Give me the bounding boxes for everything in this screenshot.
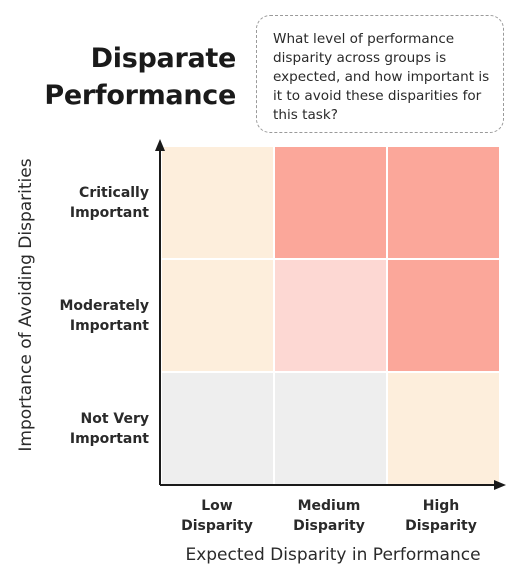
cell-not-very-important-low-disparity	[160, 371, 275, 486]
cell-critically-important-low-disparity	[160, 145, 275, 260]
row-label-critically-important: Critically Important	[19, 183, 149, 223]
row-label-not-very-important: Not Very Important	[19, 409, 149, 449]
title-line-1: Disparate	[90, 43, 237, 74]
cell-critically-important-high-disparity	[386, 145, 501, 260]
cell-moderately-important-low-disparity	[160, 258, 275, 373]
matrix-axes	[155, 139, 506, 490]
y-axis-arrow-icon	[155, 139, 165, 151]
column-label-line-1: Medium	[297, 498, 361, 514]
column-label-line-2: Disparity	[293, 518, 365, 534]
column-label-medium-disparity: Medium Disparity	[273, 496, 385, 536]
row-label-moderately-important: Moderately Important	[19, 296, 149, 336]
row-label-line-1: Moderately	[59, 298, 149, 314]
cell-not-very-important-high-disparity	[386, 371, 501, 486]
row-label-line-2: Important	[69, 431, 149, 447]
column-label-line-2: Disparity	[405, 518, 477, 534]
x-axis-arrow-icon	[494, 480, 506, 490]
row-label-line-2: Important	[69, 205, 149, 221]
row-label-line-1: Critically	[79, 185, 149, 201]
row-label-line-2: Important	[69, 318, 149, 334]
diagram-title: Disparate Performance	[40, 40, 236, 114]
question-callout: What level of performance disparity acro…	[256, 15, 504, 133]
cell-moderately-important-medium-disparity	[273, 258, 388, 373]
x-axis-title: Expected Disparity in Performance	[185, 545, 481, 565]
column-label-line-1: High	[422, 498, 460, 514]
matrix-cells	[160, 145, 501, 486]
column-label-line-2: Disparity	[181, 518, 253, 534]
row-label-line-1: Not Very	[80, 411, 150, 427]
cell-not-very-important-medium-disparity	[273, 371, 388, 486]
column-label-high-disparity: High Disparity	[385, 496, 497, 536]
title-line-2: Performance	[44, 80, 236, 111]
cell-critically-important-medium-disparity	[273, 145, 388, 260]
column-label-line-1: Low	[201, 498, 233, 514]
column-label-low-disparity: Low Disparity	[161, 496, 273, 536]
cell-moderately-important-high-disparity	[386, 258, 501, 373]
